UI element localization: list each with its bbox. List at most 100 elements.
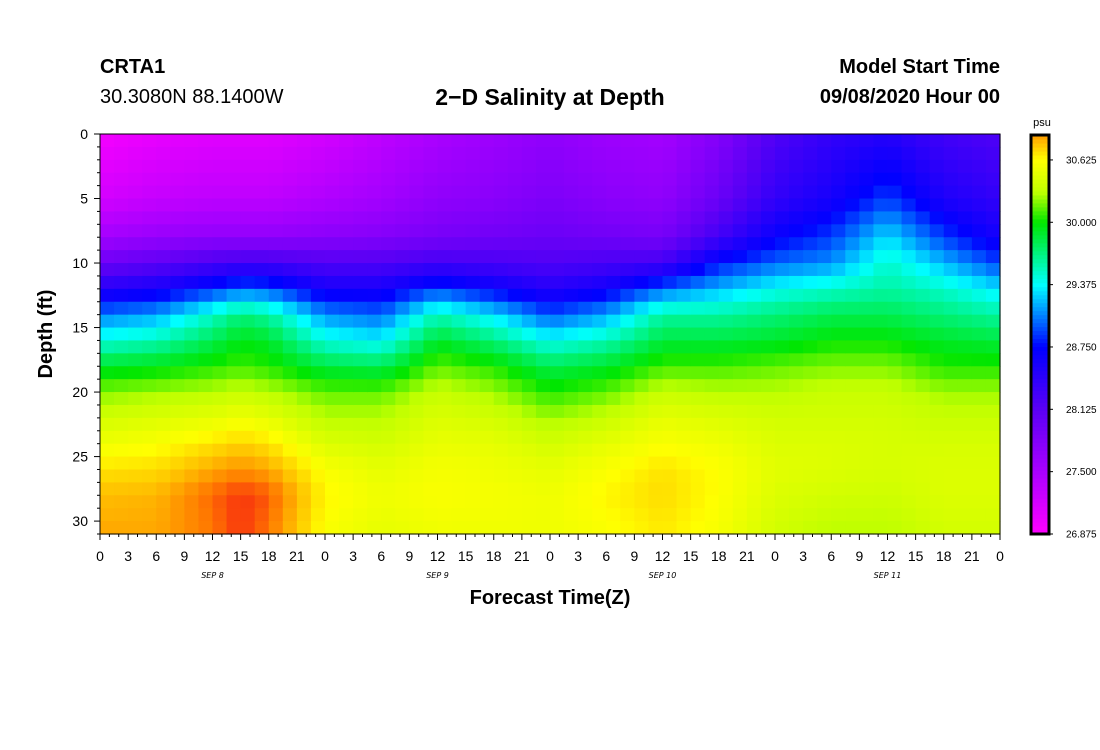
heatmap-cell xyxy=(592,275,607,290)
heatmap-cell xyxy=(465,521,481,535)
heatmap-cell xyxy=(564,482,579,496)
heatmap-cell xyxy=(929,392,945,406)
heatmap-cell xyxy=(746,146,762,161)
heatmap-cell xyxy=(859,146,875,161)
heatmap-cell xyxy=(409,366,425,380)
x-tick-label: 9 xyxy=(180,548,188,564)
heatmap-cell xyxy=(592,198,607,213)
heatmap-cell xyxy=(156,521,171,535)
heatmap-cell xyxy=(451,469,467,483)
heatmap-cell xyxy=(775,495,790,509)
heatmap-cell xyxy=(409,521,425,535)
x-tick-label: 3 xyxy=(124,548,132,564)
heatmap-cell xyxy=(535,340,551,354)
heatmap-cell xyxy=(592,159,607,174)
heatmap-cell xyxy=(100,211,115,225)
heatmap-cell xyxy=(310,353,326,367)
heatmap-cell xyxy=(170,275,185,290)
heatmap-cell xyxy=(353,134,368,148)
heatmap-cell xyxy=(114,314,129,329)
heatmap-cell xyxy=(367,314,382,329)
colorbar-segment xyxy=(1031,298,1049,304)
heatmap-cell xyxy=(268,211,284,225)
heatmap-cell xyxy=(381,134,396,148)
heatmap-cell xyxy=(887,508,903,522)
heatmap-cell xyxy=(718,185,734,200)
heatmap-cell xyxy=(507,159,523,174)
heatmap-cell xyxy=(803,301,818,316)
heatmap-cell xyxy=(409,443,425,458)
heatmap-cell xyxy=(353,417,368,432)
heatmap-cell xyxy=(985,172,1001,187)
heatmap-cell xyxy=(184,508,200,522)
heatmap-cell xyxy=(296,443,312,458)
heatmap-cell xyxy=(395,211,410,225)
heatmap-cell xyxy=(901,443,917,458)
heatmap-cell xyxy=(409,288,425,303)
heatmap-cell xyxy=(507,237,523,251)
heatmap-cell xyxy=(775,521,790,535)
heatmap-cell xyxy=(943,430,959,445)
heatmap-cell xyxy=(142,430,157,445)
heatmap-cell xyxy=(578,340,593,354)
heatmap-cell xyxy=(676,404,692,419)
heatmap-cell xyxy=(493,159,509,174)
heatmap-cell xyxy=(479,430,495,445)
heatmap-cell xyxy=(479,443,495,458)
heatmap-cell xyxy=(831,521,846,535)
heatmap-cell xyxy=(114,172,129,187)
heatmap-cell xyxy=(325,159,340,174)
heatmap-cell xyxy=(325,275,340,290)
heatmap-cell xyxy=(142,508,157,522)
heatmap-cell xyxy=(775,404,790,419)
heatmap-cell xyxy=(859,366,875,380)
heatmap-cell xyxy=(395,521,410,535)
x-tick-label: 6 xyxy=(377,548,385,564)
heatmap-cell xyxy=(128,134,143,148)
colorbar-segment xyxy=(1031,362,1049,368)
heatmap-cell xyxy=(128,482,143,496)
heatmap-cell xyxy=(803,327,818,342)
heatmap-cell xyxy=(662,456,678,471)
heatmap-cell xyxy=(817,353,832,367)
y-tick-label: 20 xyxy=(72,384,88,400)
heatmap-cell xyxy=(114,353,129,367)
heatmap-cell xyxy=(578,521,593,535)
colorbar-segment xyxy=(1031,530,1049,535)
heatmap-cell xyxy=(325,456,340,471)
heatmap-cell xyxy=(507,443,523,458)
heatmap-cell xyxy=(957,404,973,419)
heatmap-cell xyxy=(634,134,650,148)
heatmap-cell xyxy=(985,340,1001,354)
colorbar-segment xyxy=(1031,166,1049,172)
heatmap-cell xyxy=(859,430,875,445)
heatmap-cell xyxy=(901,250,917,264)
heatmap-cell xyxy=(620,353,635,367)
heatmap-cell xyxy=(507,172,523,187)
colorbar-segment xyxy=(1031,506,1049,511)
heatmap-cell xyxy=(634,482,650,496)
colorbar-frame xyxy=(1029,133,1051,536)
colorbar-segment xyxy=(1031,286,1049,292)
heatmap-cell xyxy=(831,314,846,329)
heatmap-cell xyxy=(521,379,537,393)
heatmap-cell xyxy=(353,482,368,496)
heatmap-cell xyxy=(128,146,143,161)
heatmap-cell xyxy=(395,482,410,496)
heatmap-cell xyxy=(732,353,748,367)
heatmap-cell xyxy=(493,469,509,483)
heatmap-cell xyxy=(592,392,607,406)
colorbar-segment xyxy=(1031,358,1049,364)
heatmap-cell xyxy=(423,417,439,432)
heatmap-cell xyxy=(578,288,593,303)
heatmap-cell xyxy=(296,172,312,187)
heatmap-cell xyxy=(493,417,509,432)
heatmap-cell xyxy=(465,134,481,148)
colorbar-segment xyxy=(1031,514,1049,519)
heatmap-cell xyxy=(142,301,157,316)
y-tick-label: 15 xyxy=(72,320,88,336)
y-tick-label: 0 xyxy=(80,126,88,142)
heatmap-cell xyxy=(746,469,762,483)
heatmap-cell xyxy=(310,379,326,393)
heatmap-cell xyxy=(620,392,635,406)
